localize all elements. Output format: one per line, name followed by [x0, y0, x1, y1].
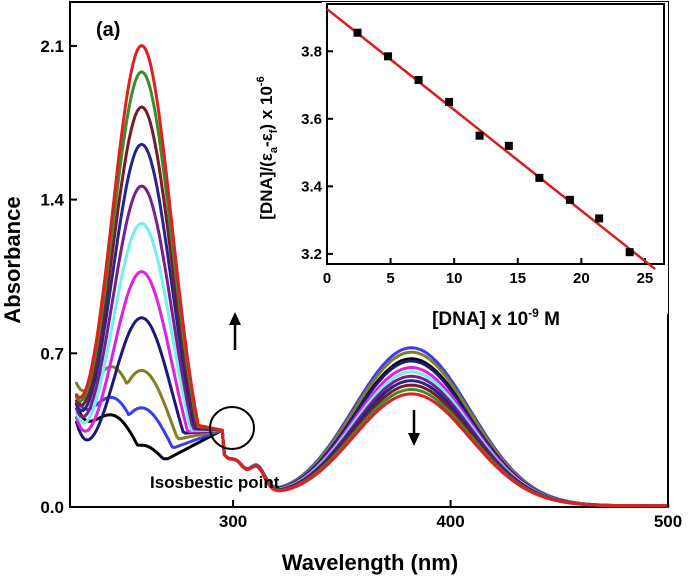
inset-data-point [445, 97, 454, 106]
y-tick-label: 0.0 [40, 498, 64, 517]
inset-x-tick-label: 25 [637, 270, 654, 287]
inset-y-tick-label: 3.2 [301, 246, 322, 263]
inset-plot-frame [326, 3, 665, 265]
inset-ylabel-part-2: a [268, 146, 280, 153]
inset-xlabel-sup: -9 [528, 306, 539, 320]
inset-data-point [565, 195, 574, 204]
inset-x-tick-label: 15 [509, 270, 526, 287]
inset-data-point [535, 173, 544, 182]
inset-ylabel-part-5: ) x 10 [257, 86, 276, 129]
y-tick-label: 1.4 [40, 191, 64, 210]
inset-data-point [475, 131, 484, 140]
panel-label: (a) [96, 19, 120, 41]
inset-y-tick-label: 3.8 [301, 43, 322, 60]
x-tick-label: 300 [219, 512, 247, 531]
inset-y-axis-label: [DNA]/(εa-εf) x 10-6 [255, 76, 280, 219]
inset-xlabel-suffix: M [539, 309, 560, 330]
isosbestic-circle [209, 406, 255, 450]
spectrum-line-11 [75, 44, 670, 508]
inset-ylabel-part-6: -6 [255, 76, 267, 86]
main-plot: 300 400 500 0.0 0.7 1.4 2.1 (a) Absorbance Wav… [0, 1, 682, 575]
inset-y-tick-label: 3.4 [301, 178, 323, 195]
inset-ylabel-part-4: f [268, 129, 280, 133]
main-x-axis-label: Wavelength (nm) [282, 550, 458, 575]
inset-data-point [504, 141, 513, 150]
y-tick-label: 0.7 [40, 344, 64, 363]
main-series-group [75, 44, 670, 508]
isosbestic-annotation: Isosbestic point [150, 473, 280, 492]
inset-fit-line [326, 8, 656, 271]
inset-x-tick-label: 0 [323, 270, 331, 287]
inset-ylabel-part-1: [DNA]/(ε [257, 153, 276, 220]
inset-marks-group [326, 8, 656, 271]
inset-data-point [353, 28, 362, 37]
inset-data-point [414, 75, 423, 84]
main-y-axis-label: Absorbance [0, 196, 25, 323]
inset-data-point [384, 52, 393, 61]
inset-x-tick-label: 5 [386, 270, 394, 287]
inset-x-tick-label: 10 [446, 270, 463, 287]
inset-ylabel-part-3: -ε [257, 133, 276, 147]
inset-data-point [595, 214, 604, 223]
inset-ticks-group: 0 5 10 15 20 25 3.2 3.4 3.6 3.8 [301, 43, 653, 287]
y-tick-label: 2.1 [40, 37, 64, 56]
inset-plot: 0 5 10 15 20 25 3.2 3.4 3.6 3.8 [DNA] x 10-9 M [D… [255, 2, 668, 330]
inset-x-tick-label: 20 [573, 270, 590, 287]
inset-y-tick-label: 3.6 [301, 111, 322, 128]
main-ticks-group: 300 400 500 0.0 0.7 1.4 2.1 [40, 37, 682, 531]
decrease-arrow-icon [408, 410, 420, 446]
inset-data-point [625, 248, 634, 257]
x-tick-label: 400 [436, 512, 464, 531]
inset-xlabel-main: [DNA] x 10 [432, 309, 528, 330]
x-tick-label: 500 [654, 512, 682, 531]
inset-background [322, 2, 668, 314]
inset-x-axis-label: [DNA] x 10-9 M [432, 306, 560, 330]
increase-arrow-icon [229, 312, 241, 350]
